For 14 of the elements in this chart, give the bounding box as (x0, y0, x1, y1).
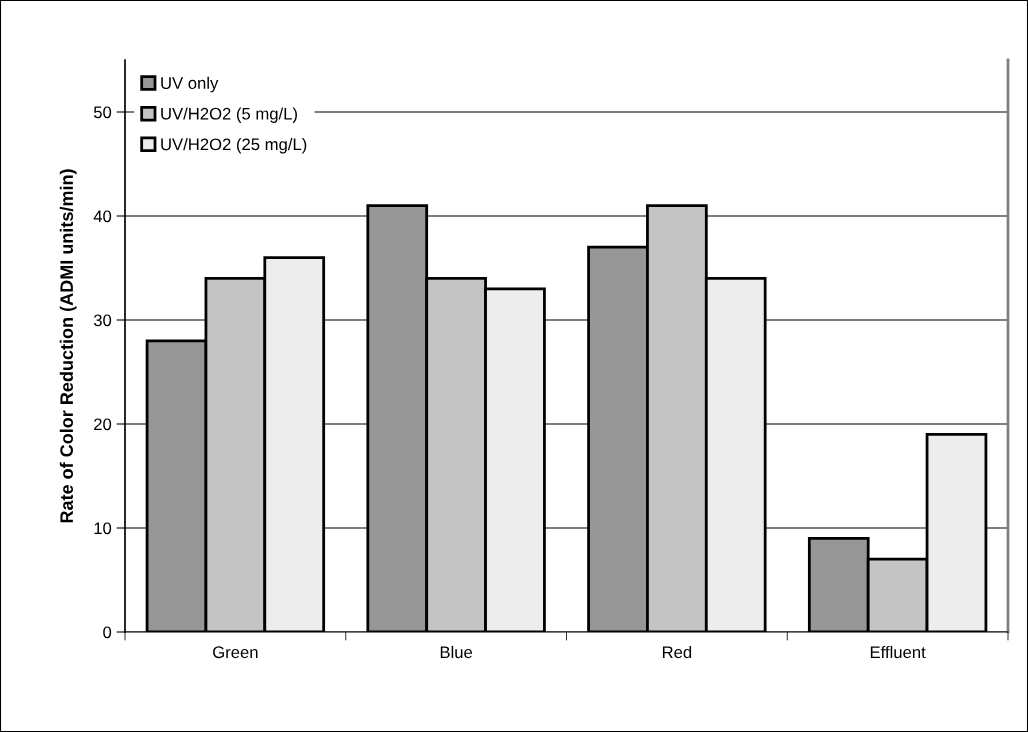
x-tick-label: Red (662, 645, 692, 659)
x-tick-label: Blue (440, 645, 473, 659)
y-tick-label: 0 (103, 626, 112, 639)
legend-label: UV/H2O2 (25 mg/L) (161, 138, 307, 154)
x-tick-label: Green (213, 646, 258, 659)
y-tick-label: 30 (93, 314, 112, 327)
y-tick-label: 40 (93, 210, 112, 223)
legend-label: UV/H2O2 (5 mg/L) (161, 107, 297, 123)
y-tick-label: 50 (93, 106, 112, 119)
y-tick-label: 10 (94, 522, 112, 535)
x-tick-label: Effluent (870, 645, 926, 659)
y-tick-label: 20 (94, 418, 112, 431)
legend-label: UV only (161, 76, 219, 93)
y-axis-title: Rate of Color Reduction (ADMI units/min) (59, 169, 77, 523)
